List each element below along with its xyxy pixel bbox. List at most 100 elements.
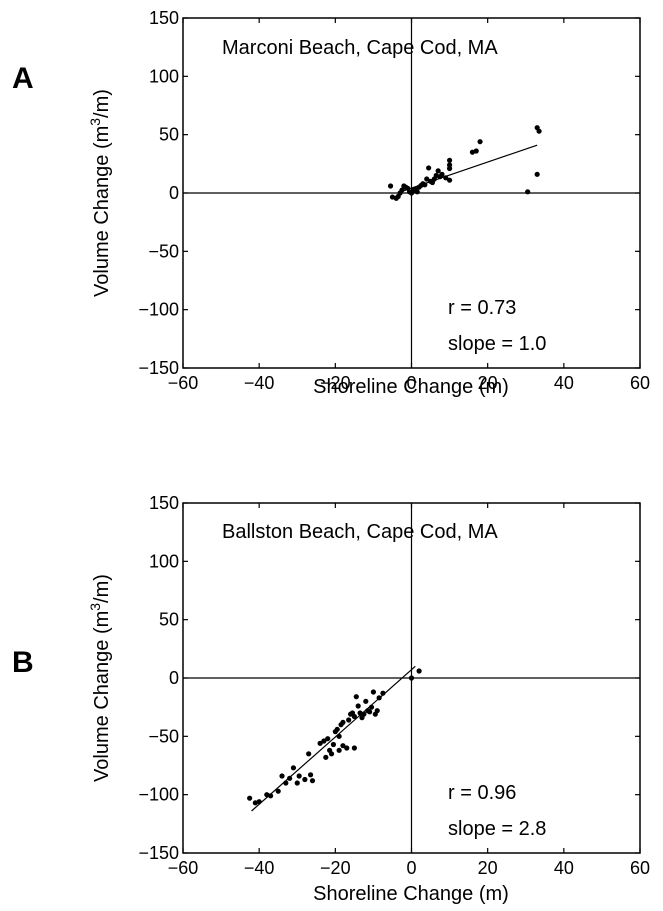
x-tick-label: 0 [406,373,416,393]
data-point [363,698,369,704]
chart-title: Ballston Beach, Cape Cod, MA [222,521,498,543]
y-tick-label: −100 [138,300,179,320]
data-point [477,139,483,145]
data-point [330,741,337,748]
data-point [525,189,531,195]
data-point [367,709,373,715]
y-tick-label: 150 [149,8,179,28]
data-point [446,177,453,183]
y-tick-label: −50 [148,241,179,261]
data-point [256,799,262,805]
x-tick-label: 60 [630,858,650,878]
y-label-prefix: Volume Change (m [91,611,113,782]
data-point [328,751,335,757]
y-tick-label: 0 [169,183,179,203]
y-tick-label: 100 [149,66,179,86]
y-tick-label: −100 [138,785,179,805]
data-point [302,776,308,783]
y-tick-label: −50 [148,726,179,746]
data-point [443,175,449,181]
data-point [323,754,329,760]
data-point [275,788,281,794]
data-point [290,765,297,771]
data-point [473,148,479,154]
fit-line [251,665,416,812]
x-tick-label: −60 [168,858,199,878]
x-axis-label: Shoreline Change (m) [313,376,509,398]
data-point [267,793,274,799]
x-tick-label: 0 [406,858,416,878]
data-point [446,157,453,163]
data-point [336,747,342,753]
data-point [351,713,357,720]
data-point [446,162,453,168]
panel-b: B −60 −40 −20 0 20 40 60 −150 −100 −50 0 50 100 150 B… [12,493,650,905]
data-point [296,773,302,779]
x-tick-label: −60 [168,373,199,393]
data-point [408,675,415,681]
data-point [309,778,316,784]
data-point [336,733,342,739]
r-annotation: r = 0.96 [448,782,516,804]
data-point [325,736,331,742]
data-point [279,773,285,779]
data-point [399,187,405,193]
data-point [294,780,300,786]
data-point [321,738,327,744]
y-tick-label: 0 [169,668,179,688]
x-tick-label: 60 [630,373,650,393]
data-point [247,795,253,801]
x-tick-label: −40 [244,858,275,878]
x-tick-label: −40 [244,373,275,393]
x-tick-label: −20 [320,858,351,878]
data-point [439,171,445,177]
panel-label: A [12,62,34,95]
data-point [287,775,293,781]
x-tick-label: 20 [478,373,498,393]
y-label-suffix: /m) [91,89,113,118]
fit-line-group [251,665,416,812]
panel-label: B [12,646,34,679]
data-point [355,703,361,709]
data-point [422,182,428,188]
y-axis-label: Volume Change (m3/m) [87,89,113,297]
data-point [387,183,394,189]
data-point [306,751,312,757]
data-point [424,176,430,182]
points-group [247,668,422,806]
y-label-sup: 3 [87,603,103,611]
data-point [340,719,346,725]
data-point [317,740,323,746]
x-tick-label: 40 [554,858,574,878]
y-label-suffix: /m) [91,574,113,603]
data-point [334,726,340,732]
data-point [435,168,441,174]
data-point [351,745,357,751]
slope-annotation: slope = 1.0 [448,333,546,355]
y-tick-label: 150 [149,493,179,513]
x-tick-label: −20 [320,373,351,393]
data-point [380,690,386,696]
points-group [387,125,542,201]
y-tick-label: 50 [159,610,179,630]
y-tick-label: 50 [159,125,179,145]
data-point [370,689,377,695]
data-point [536,128,542,134]
data-point [416,668,422,674]
data-point [340,743,346,749]
x-axis-label: Shoreline Change (m) [313,883,509,905]
data-point [426,165,432,171]
chart-title: Marconi Beach, Cape Cod, MA [222,37,498,59]
data-point [307,772,314,778]
data-point [368,704,375,710]
r-annotation: r = 0.73 [448,297,516,319]
y-label-prefix: Volume Change (m [91,126,113,297]
slope-annotation: slope = 2.8 [448,818,546,840]
data-point [353,694,359,700]
data-point [374,708,380,714]
y-label-sup: 3 [87,118,103,126]
data-point [534,171,540,177]
y-tick-label: −150 [138,843,179,863]
y-tick-label: −150 [138,358,179,378]
